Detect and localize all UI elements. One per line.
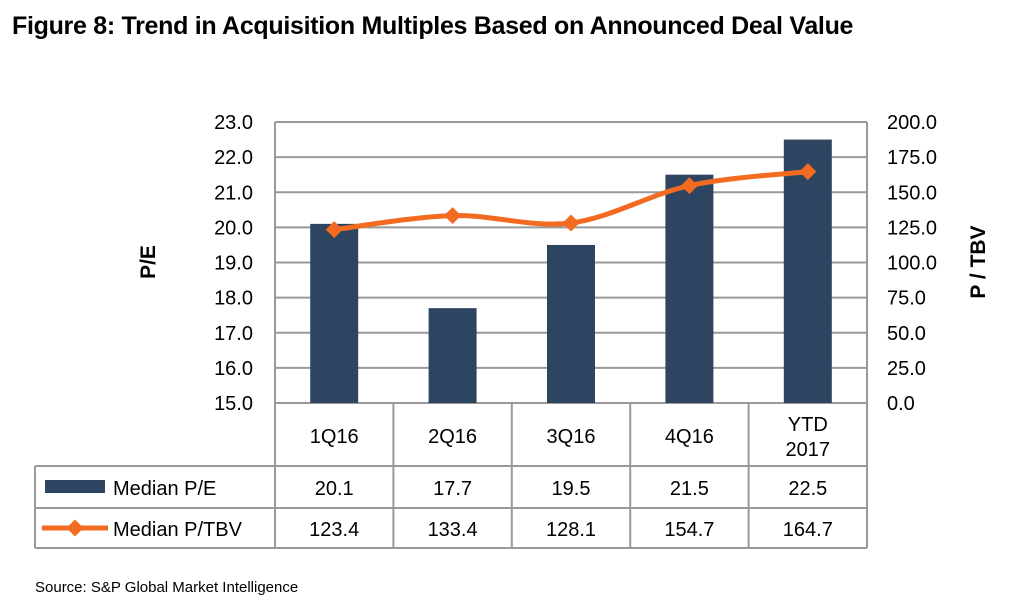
- y-axis-title-left: P/E: [137, 245, 160, 279]
- bar-median-pe: [428, 308, 477, 403]
- point-median-ptbv: [562, 214, 580, 232]
- bar-median-pe: [783, 139, 832, 403]
- y-tick-right: 75.0: [887, 288, 926, 310]
- x-tick-label: 2017: [786, 439, 831, 461]
- y-tick-right: 50.0: [887, 323, 926, 345]
- bar-median-pe: [547, 244, 595, 403]
- table-cell: 128.1: [546, 519, 596, 541]
- legend-label-median-pe: Median P/E: [113, 478, 216, 500]
- table-cell: 123.4: [309, 519, 359, 541]
- y-tick-right: 0.0: [887, 393, 915, 415]
- y-tick-left: 15.0: [214, 393, 253, 415]
- point-median-ptbv: [799, 163, 817, 181]
- y-tick-left: 16.0: [214, 358, 253, 380]
- point-median-ptbv: [680, 177, 698, 195]
- y-tick-right: 200.0: [887, 112, 937, 134]
- legend-label-median-ptbv: Median P/TBV: [113, 519, 243, 541]
- x-tick-label: 3Q16: [547, 426, 596, 448]
- table-cell: 22.5: [788, 478, 827, 500]
- y-tick-left: 19.0: [214, 253, 253, 275]
- table-cell: 133.4: [428, 519, 478, 541]
- point-median-ptbv: [444, 207, 462, 225]
- table-cell: 17.7: [433, 478, 472, 500]
- x-tick-label: 4Q16: [665, 426, 714, 448]
- y-tick-left: 20.0: [214, 217, 253, 239]
- table-cell: 21.5: [670, 478, 709, 500]
- y-tick-right: 25.0: [887, 358, 926, 380]
- y-tick-left: 17.0: [214, 323, 253, 345]
- y-tick-right: 150.0: [887, 182, 937, 204]
- y-tick-right: 125.0: [887, 217, 937, 239]
- table-cell: 164.7: [783, 519, 833, 541]
- legend-key-median-pe: [45, 480, 105, 493]
- y-tick-left: 21.0: [214, 182, 253, 204]
- y-tick-right: 100.0: [887, 253, 937, 275]
- y-tick-left: 23.0: [214, 112, 253, 134]
- legend-marker-median-ptbv: [66, 519, 84, 537]
- table-cell: 19.5: [552, 478, 591, 500]
- y-tick-left: 18.0: [214, 288, 253, 310]
- x-tick-label: YTD: [788, 414, 828, 436]
- chart-title: Figure 8: Trend in Acquisition Multiples…: [12, 12, 854, 40]
- table-cell: 20.1: [315, 478, 354, 500]
- y-tick-right: 175.0: [887, 147, 937, 169]
- source-note: Source: S&P Global Market Intelligence: [35, 579, 299, 596]
- point-median-ptbv: [325, 221, 343, 239]
- bar-median-pe: [310, 223, 359, 403]
- y-axis-title-right: P / TBV: [967, 225, 990, 298]
- x-tick-label: 1Q16: [310, 426, 359, 448]
- bar-median-pe: [665, 174, 714, 403]
- table-cell: 154.7: [664, 519, 714, 541]
- y-tick-left: 22.0: [214, 147, 253, 169]
- x-tick-label: 2Q16: [428, 426, 477, 448]
